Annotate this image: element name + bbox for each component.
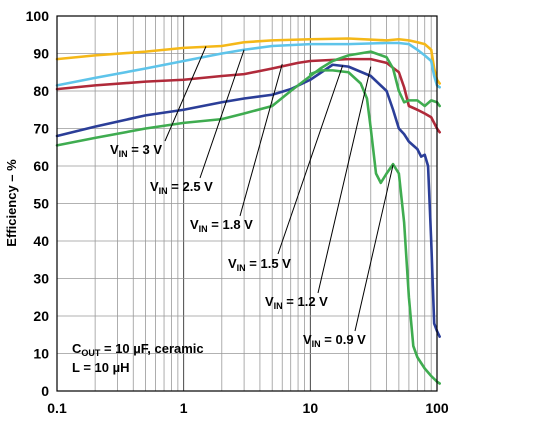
axis-ticks: 0 10 20 30 40 50 60 70 80 90 100 0.1 1 10 100 (26, 8, 449, 416)
plot-grid (56, 15, 438, 392)
y-tick-label: 80 (33, 83, 49, 99)
series-line-4 (55, 50, 441, 147)
leader-line-2 (239, 63, 283, 217)
leader-line-0 (164, 46, 207, 142)
x-tick-label: 100 (425, 400, 449, 416)
y-tick-label: 90 (33, 46, 49, 62)
plot-series (55, 37, 441, 385)
leader-line-1 (199, 49, 245, 179)
y-tick-label: 10 (33, 346, 49, 362)
x-tick-label: 0.1 (47, 400, 67, 416)
series-line-3 (55, 63, 441, 338)
y-tick-label: 0 (41, 383, 49, 399)
leader-line-5 (354, 164, 394, 332)
series-line-0 (55, 37, 441, 85)
series-label-vin-3v: VIN = 3 V (110, 142, 162, 159)
y-tick-label: 30 (33, 271, 49, 287)
y-tick-label: 50 (33, 196, 49, 212)
y-axis-label: Efficiency – % (4, 159, 19, 247)
inductor-annotation: L = 10 µH (72, 360, 129, 375)
plot-frame (56, 15, 438, 392)
series-line-5 (309, 69, 441, 385)
y-tick-label: 40 (33, 233, 49, 249)
y-tick-label: 70 (33, 121, 49, 137)
leader-line-4 (317, 66, 372, 294)
leader-line-3 (277, 65, 344, 255)
series-label-vin-1-5v: VIN = 1.5 V (228, 256, 291, 273)
series-line-1 (55, 41, 441, 89)
x-tick-label: 1 (180, 400, 188, 416)
series-line-2 (55, 57, 441, 134)
series-label-vin-2-5v: VIN = 2.5 V (150, 179, 213, 196)
series-label-vin-1-8v: VIN = 1.8 V (190, 217, 253, 234)
x-tick-label: 10 (303, 400, 319, 416)
y-tick-label: 100 (26, 8, 50, 24)
series-label-vin-0-9v: VIN = 0.9 V (303, 332, 366, 349)
y-tick-label: 20 (33, 308, 49, 324)
series-label-vin-1-2v: VIN = 1.2 V (265, 294, 328, 311)
label-leader-lines (164, 46, 394, 332)
y-tick-label: 60 (33, 158, 49, 174)
cout-annotation: COUT = 10 µF, ceramic (72, 341, 204, 358)
plot-border (56, 15, 438, 392)
